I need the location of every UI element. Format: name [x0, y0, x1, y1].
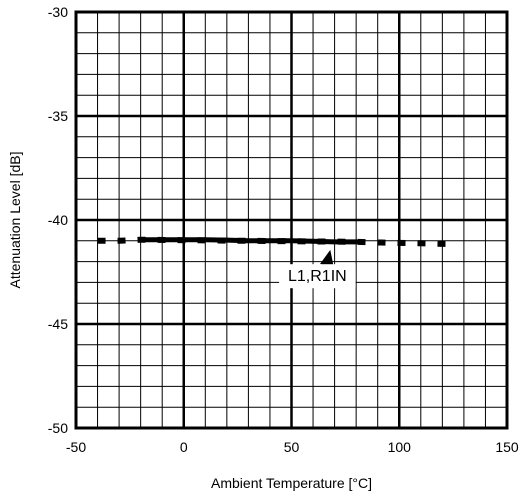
- data-point: [310, 238, 316, 244]
- tick-labels: -50 0 50 100 150 -30 -35 -40 -45 -50: [48, 4, 519, 455]
- data-point: [332, 239, 338, 245]
- annotation-arrow-head: [320, 249, 334, 267]
- y-tick-label: -50: [48, 420, 68, 436]
- data-point: [353, 239, 359, 245]
- plot-frame: [74, 10, 509, 430]
- annotation-label: L1,R1IN: [288, 268, 347, 285]
- x-tick-label: 0: [180, 439, 188, 455]
- x-tick-label: 50: [284, 439, 300, 455]
- data-point: [245, 238, 251, 244]
- y-tick-label: -45: [48, 316, 68, 332]
- data-point: [289, 238, 294, 244]
- data-point: [202, 237, 208, 243]
- y-tick-label: -35: [48, 108, 68, 124]
- data-point: [224, 237, 230, 243]
- data-point: [159, 237, 165, 243]
- x-tick-label: -50: [66, 439, 86, 455]
- grid: [74, 10, 509, 430]
- x-tick-label: 150: [495, 439, 519, 455]
- annotation-group: L1,R1IN: [279, 249, 356, 289]
- series-dashed-segment: [97, 236, 454, 247]
- series-l1-r1in: [97, 236, 454, 247]
- data-point: [138, 237, 144, 243]
- annotation-box: [279, 264, 356, 289]
- data-point: [267, 238, 273, 244]
- y-tick-label: -30: [48, 4, 68, 20]
- y-axis-label: Attenuation Level [dB]: [7, 152, 23, 289]
- data-point: [181, 237, 187, 243]
- x-axis-label: Ambient Temperature [°C]: [211, 475, 372, 491]
- y-tick-label: -40: [48, 212, 68, 228]
- x-tick-label: 100: [388, 439, 412, 455]
